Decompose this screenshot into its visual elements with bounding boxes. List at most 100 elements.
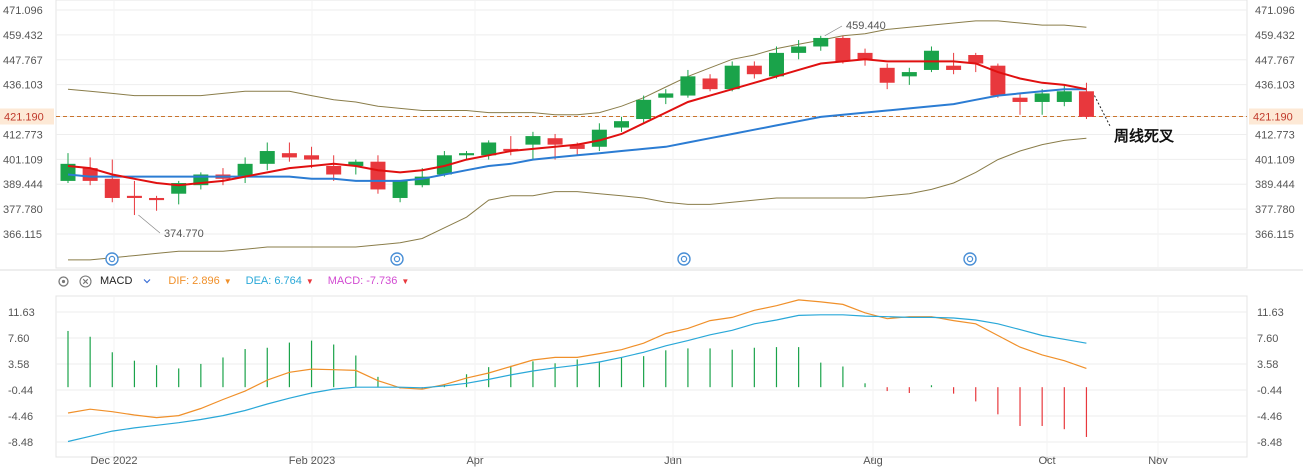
- last-price-tag: 421.190: [1253, 111, 1293, 123]
- candle-body: [126, 195, 142, 198]
- caret-down-icon[interactable]: ▼: [401, 276, 410, 286]
- x-tick-label: Dec 2022: [90, 455, 137, 467]
- candle-body: [636, 99, 652, 120]
- candle-body: [813, 37, 829, 47]
- macd-tick-label-left: 11.63: [8, 307, 35, 319]
- candle-body: [746, 65, 762, 75]
- close-icon[interactable]: [78, 274, 92, 288]
- low-leader-line: [138, 214, 161, 234]
- high-price-label: 459.440: [846, 20, 886, 32]
- candle-body: [857, 52, 873, 60]
- price-tick-label-right: 459.432: [1255, 30, 1295, 42]
- candle-body: [414, 176, 430, 186]
- macd-value: -7.736: [366, 275, 398, 287]
- dif-readout: DIF: 2.896 ▼: [168, 275, 231, 287]
- candle-body: [459, 153, 475, 156]
- macd-dif-line: [67, 299, 1087, 419]
- price-tick-label-left: 377.780: [3, 204, 43, 216]
- candle-body: [680, 76, 696, 96]
- chevron-down-icon[interactable]: [140, 274, 154, 288]
- macd-indicator-name[interactable]: MACD: [100, 275, 133, 287]
- candle-body: [968, 55, 984, 64]
- macd-tick-label-left: 3.58: [8, 359, 29, 371]
- dif-value: 2.896: [192, 275, 220, 287]
- candle-body: [879, 67, 895, 83]
- price-tick-label-right: 447.767: [1255, 55, 1295, 67]
- dea-readout: DEA: 6.764 ▼: [246, 275, 314, 287]
- candle-body: [547, 138, 563, 145]
- candle-body: [1034, 93, 1050, 102]
- candle-body: [82, 168, 98, 181]
- candle-body: [1056, 91, 1072, 102]
- settings-icon[interactable]: [56, 274, 70, 288]
- dea-label: DEA:: [245, 275, 272, 287]
- last-price-tag-bg: [0, 108, 54, 125]
- candle-body: [658, 93, 674, 98]
- caret-down-icon[interactable]: ▼: [223, 276, 232, 286]
- macd-tick-label-right: 11.63: [1257, 307, 1284, 319]
- candle-body: [149, 197, 165, 201]
- candle-body: [1012, 97, 1028, 102]
- macd-tick-label-left: 7.60: [8, 333, 29, 345]
- candle-body: [923, 50, 939, 70]
- ma-long-line: [67, 88, 1087, 182]
- candle-body: [171, 183, 187, 194]
- x-tick-label: Aug: [863, 455, 883, 467]
- candle-body: [702, 78, 718, 90]
- candle-body: [370, 161, 386, 190]
- candle-body: [193, 174, 209, 186]
- price-tick-label-right: 389.444: [1255, 179, 1295, 191]
- candle-body: [503, 148, 519, 152]
- event-marker-icon-inner: [393, 255, 401, 263]
- candle-body: [259, 151, 275, 164]
- macd-tick-label-right: -0.44: [1257, 385, 1282, 397]
- x-tick-label: Oct: [1038, 455, 1055, 467]
- price-tick-label-right: 377.780: [1255, 204, 1295, 216]
- macd-readout: MACD: -7.736 ▼: [328, 275, 410, 287]
- price-tick-label-left: 401.109: [3, 154, 43, 166]
- price-tick-label-left: 471.096: [3, 5, 43, 17]
- price-tick-label-right: 471.096: [1255, 5, 1295, 17]
- candle-body: [614, 121, 629, 128]
- event-marker-icon-inner: [966, 255, 974, 263]
- candle-body: [104, 178, 120, 198]
- price-tick-label-right: 366.115: [1255, 229, 1294, 241]
- candle-body: [724, 65, 740, 90]
- macd-toolbar: MACD DIF: 2.896 ▼ DEA: 6.764 ▼ MACD: -7.…: [56, 272, 409, 290]
- signal-leader-line: [1093, 95, 1111, 127]
- high-leader-line: [824, 25, 843, 37]
- candle-body: [791, 46, 807, 53]
- x-tick-label: Feb 2023: [289, 455, 335, 467]
- candle-body: [60, 163, 76, 181]
- macd-tick-label-right: 3.58: [1257, 359, 1278, 371]
- macd-tick-label-right: -8.48: [1257, 437, 1282, 449]
- price-tick-label-left: 389.444: [3, 179, 43, 191]
- event-marker-icon-inner: [680, 255, 688, 263]
- last-price-tag: 421.190: [4, 111, 44, 123]
- boll-lower-line: [68, 137, 1087, 261]
- candle-body: [525, 136, 541, 145]
- event-marker-icon: [105, 252, 119, 266]
- x-tick-label: Apr: [466, 455, 483, 467]
- candle-body: [569, 144, 585, 149]
- caret-down-icon[interactable]: ▼: [305, 276, 314, 286]
- macd-pane-frame: [55, 295, 1248, 458]
- dif-label: DIF:: [168, 275, 190, 287]
- macd-tick-label-left: -8.48: [8, 437, 33, 449]
- candle-body: [591, 129, 607, 147]
- event-marker-icon: [963, 252, 977, 266]
- event-marker-icon-inner: [108, 255, 116, 263]
- candle-body: [281, 153, 297, 158]
- candle-body: [1078, 91, 1094, 117]
- candle-body: [237, 163, 253, 177]
- x-tick-label: Nov: [1148, 455, 1168, 467]
- candle-body: [901, 72, 917, 77]
- price-tick-label-right: 436.103: [1255, 80, 1295, 92]
- candle-body: [946, 65, 962, 70]
- price-tick-label-right: 412.773: [1255, 129, 1295, 141]
- macd-tick-label-right: 7.60: [1257, 333, 1278, 345]
- boll-upper-line: [67, 20, 1087, 116]
- macd-tick-label-left: -4.46: [8, 411, 33, 423]
- event-marker-icon: [677, 252, 691, 266]
